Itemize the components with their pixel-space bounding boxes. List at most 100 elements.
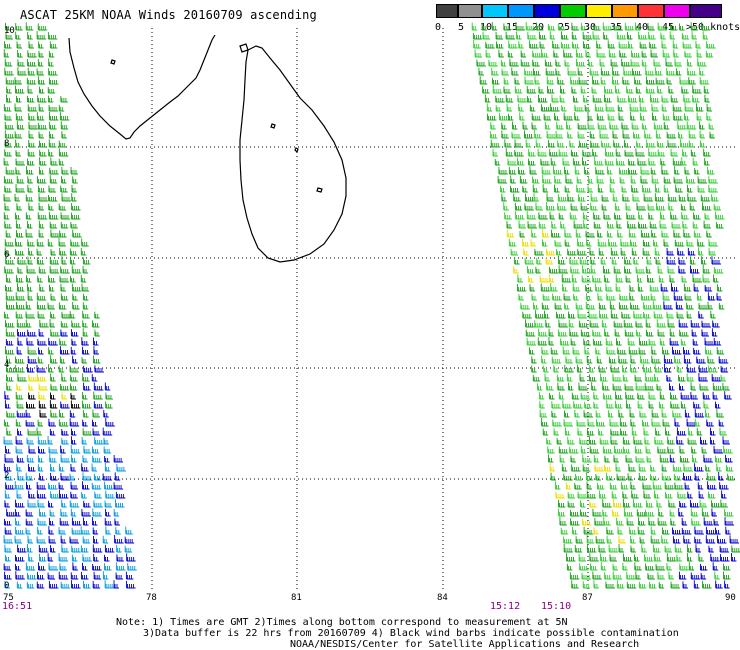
wind-barb xyxy=(564,239,571,247)
wind-barb xyxy=(527,31,537,40)
wind-barb xyxy=(571,464,581,472)
wind-barb xyxy=(102,473,113,481)
wind-barb xyxy=(92,355,101,364)
wind-barb xyxy=(654,247,661,256)
wind-barb xyxy=(712,382,723,391)
wind-barb xyxy=(4,130,15,139)
wind-barb xyxy=(50,229,60,238)
wind-barb xyxy=(617,229,623,238)
wind-barb xyxy=(524,68,534,76)
wind-barb xyxy=(6,374,14,382)
wind-barb xyxy=(651,346,657,355)
wind-barb xyxy=(554,239,562,247)
wind-barb xyxy=(599,130,609,139)
wind-barb xyxy=(690,508,699,517)
wind-barb xyxy=(81,356,88,364)
wind-barb xyxy=(37,518,47,526)
wind-barb xyxy=(58,104,65,112)
wind-barb xyxy=(641,122,648,130)
wind-barb xyxy=(658,581,665,589)
wind-barb xyxy=(613,445,624,454)
wind-barb xyxy=(730,553,737,562)
wind-barb xyxy=(5,338,14,346)
wind-barb xyxy=(15,292,26,301)
wind-barb xyxy=(615,85,621,94)
wind-barb xyxy=(16,121,25,130)
wind-barb xyxy=(724,391,732,400)
wind-barb xyxy=(548,274,555,283)
wind-barb xyxy=(655,77,666,85)
wind-barb xyxy=(27,184,33,193)
wind-barb xyxy=(47,302,56,310)
wind-barb xyxy=(58,571,69,580)
wind-barb xyxy=(577,67,584,76)
wind-barb xyxy=(36,257,45,265)
wind-barb xyxy=(6,382,12,391)
wind-barb xyxy=(556,374,565,382)
wind-barb xyxy=(482,31,491,40)
wind-barb xyxy=(625,455,634,463)
wind-barb xyxy=(564,59,570,67)
wind-barb xyxy=(49,463,56,472)
wind-barb xyxy=(574,409,580,418)
wind-barb xyxy=(634,562,642,571)
wind-barb xyxy=(631,122,640,130)
island-1 xyxy=(239,43,249,53)
wind-barb xyxy=(712,391,719,400)
wind-barb xyxy=(527,221,538,229)
wind-barb xyxy=(91,517,98,526)
wind-barb xyxy=(644,383,655,391)
wind-barb xyxy=(105,508,111,517)
wind-barb xyxy=(5,22,11,31)
wind-barb xyxy=(47,32,58,40)
wind-barb xyxy=(71,329,79,337)
wind-barb xyxy=(652,544,661,553)
wind-barb xyxy=(672,158,683,166)
wind-barb xyxy=(594,157,604,166)
wind-barb xyxy=(646,455,653,463)
wind-barb xyxy=(716,221,724,229)
wind-barb xyxy=(36,482,47,490)
scale-swatch-6 xyxy=(586,4,612,18)
wind-barb xyxy=(661,166,669,175)
wind-barb xyxy=(3,535,14,544)
wind-barb xyxy=(582,212,589,220)
wind-barb xyxy=(61,176,67,184)
wind-barb xyxy=(559,517,567,526)
wind-barb xyxy=(538,94,548,103)
wind-barb xyxy=(544,121,551,130)
wind-barb xyxy=(575,49,584,58)
wind-barb xyxy=(595,473,601,481)
wind-barb xyxy=(48,364,54,373)
wind-barb xyxy=(694,409,705,418)
wind-barb xyxy=(60,346,70,355)
wind-barb xyxy=(696,427,703,436)
wind-barb xyxy=(70,346,77,355)
wind-barb xyxy=(628,229,637,238)
wind-barb xyxy=(503,86,511,94)
wind-barb xyxy=(104,554,110,562)
wind-barb xyxy=(593,22,601,31)
wind-barb xyxy=(560,221,566,229)
wind-barb xyxy=(628,167,638,175)
wind-barb xyxy=(564,166,570,175)
wind-barb xyxy=(713,445,724,454)
wind-barb xyxy=(680,401,687,409)
wind-barb xyxy=(16,230,24,238)
wind-barb xyxy=(635,86,642,94)
wind-barb xyxy=(593,212,601,220)
wind-barb xyxy=(513,266,519,274)
wind-barb xyxy=(706,419,714,427)
wind-barb xyxy=(686,302,694,310)
wind-barb xyxy=(472,32,483,40)
wind-barb xyxy=(649,41,657,49)
wind-barb xyxy=(3,194,12,202)
wind-barb xyxy=(71,454,77,463)
wind-barb xyxy=(37,76,46,85)
wind-barb xyxy=(38,508,47,517)
wind-barb xyxy=(609,121,619,130)
wind-barb xyxy=(69,536,80,544)
wind-barb xyxy=(669,328,676,337)
wind-barb xyxy=(667,436,675,445)
wind-barb xyxy=(82,536,91,544)
